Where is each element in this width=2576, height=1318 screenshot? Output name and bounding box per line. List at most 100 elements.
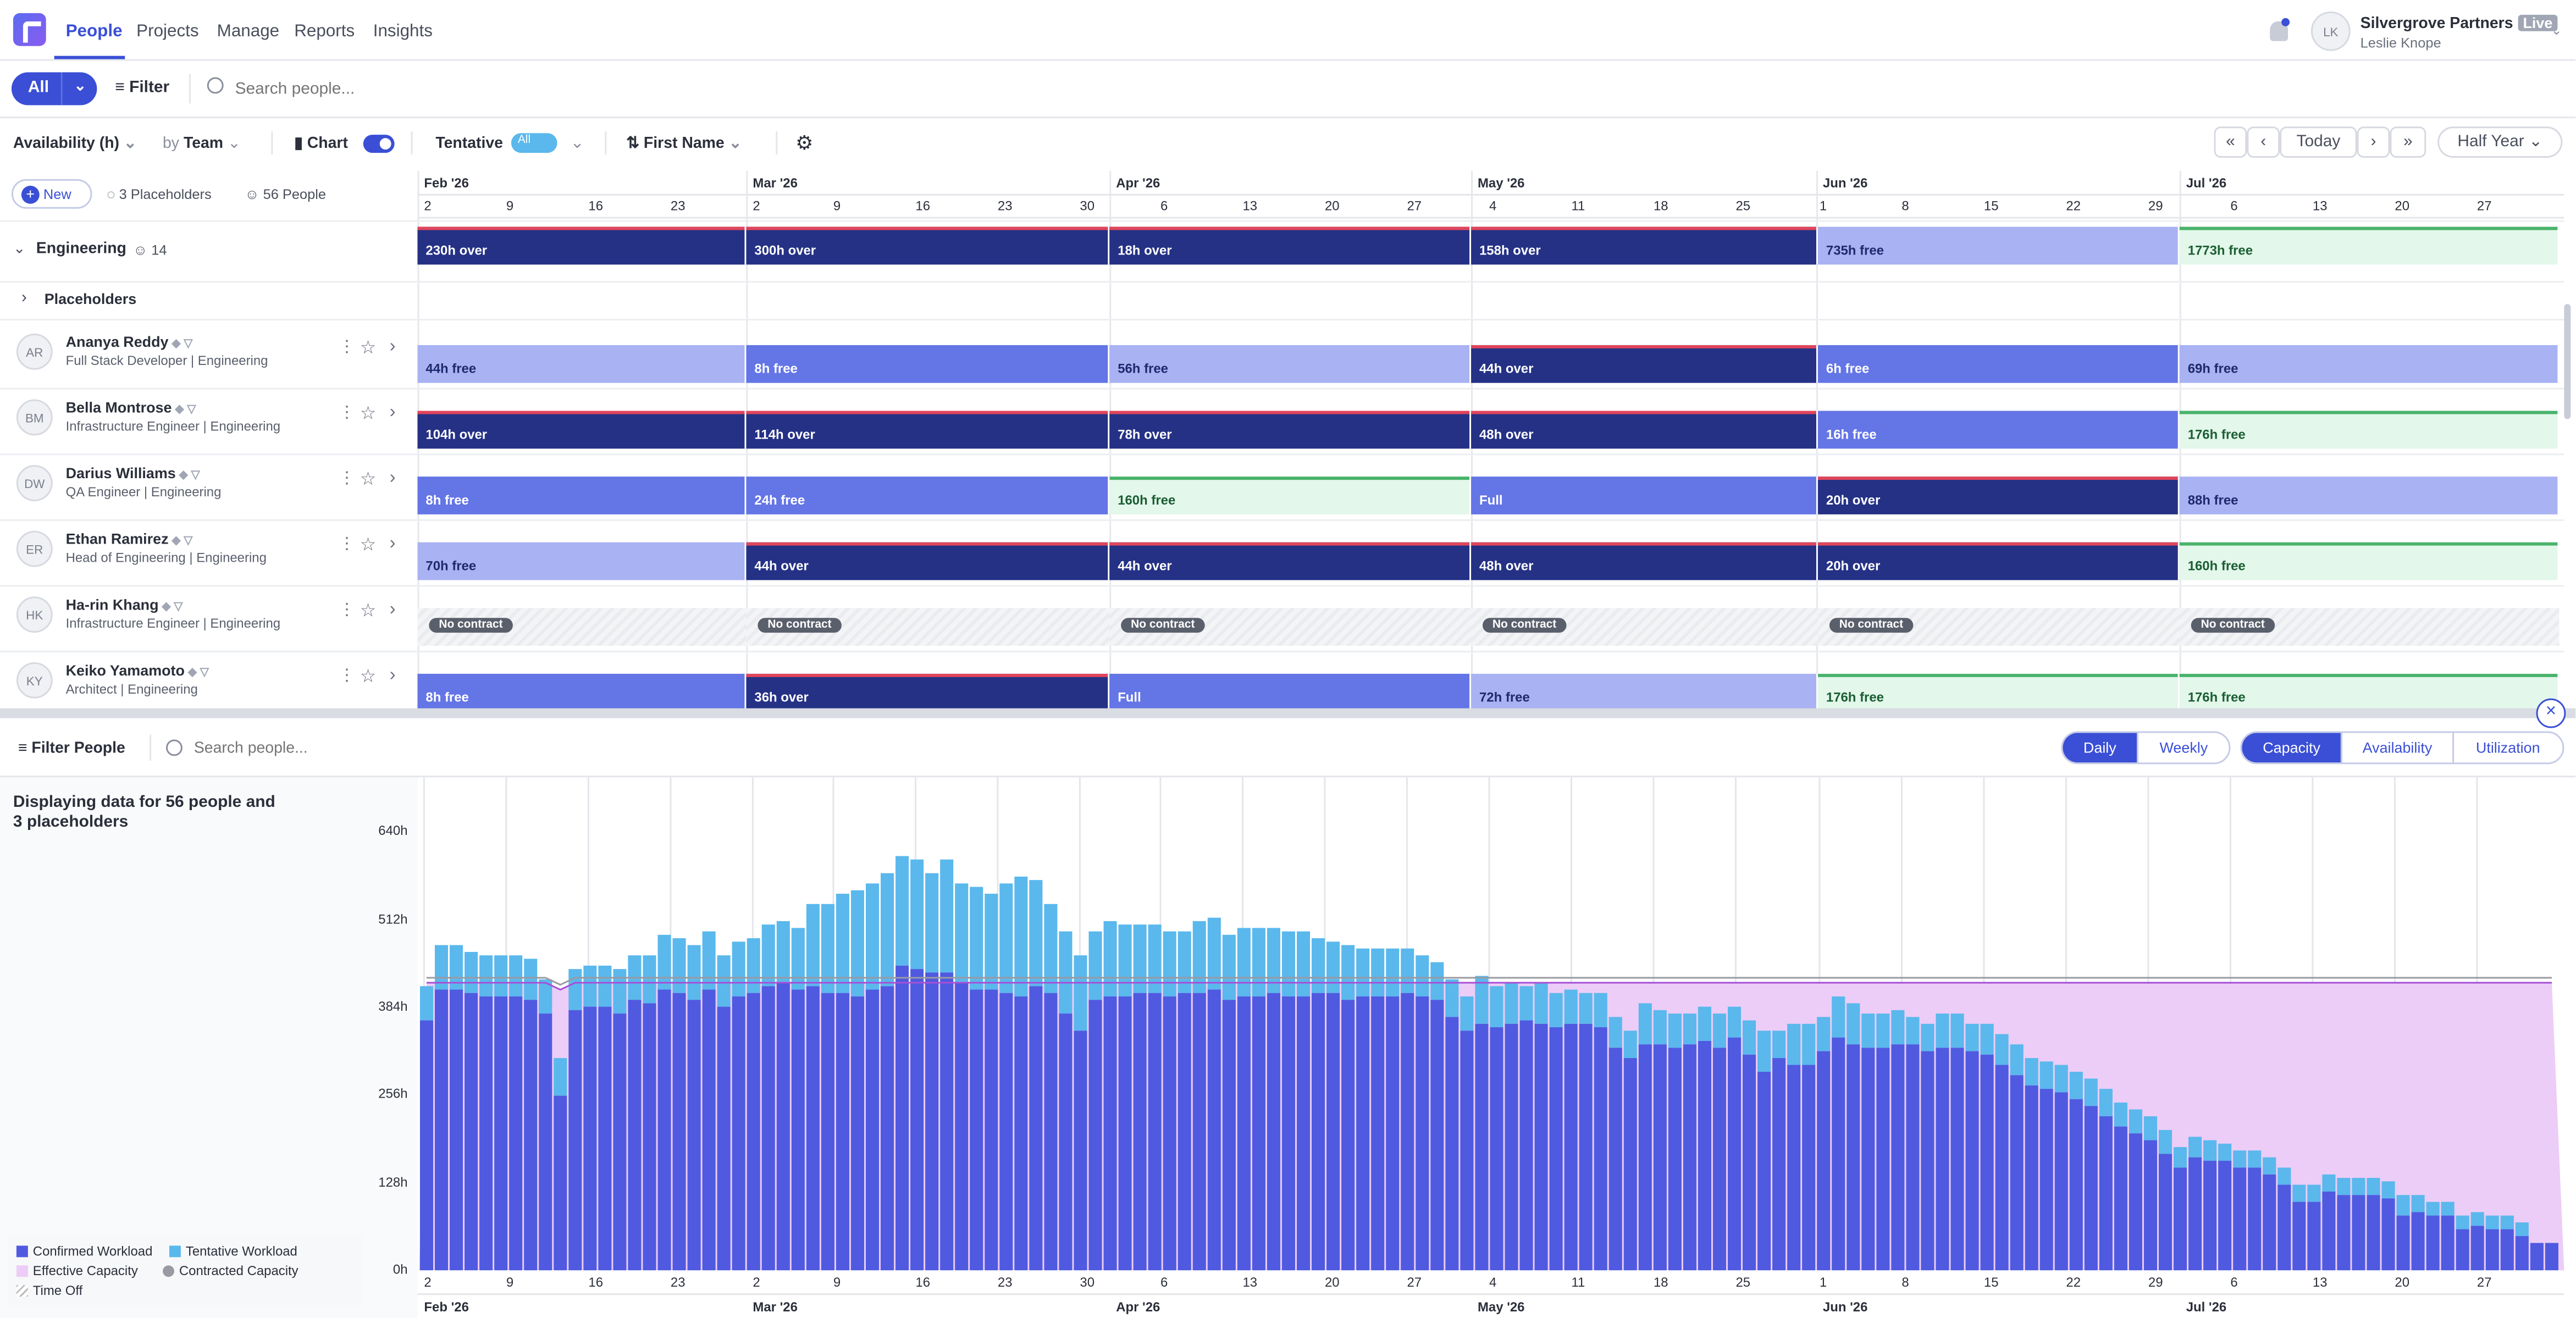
utilization-button[interactable]: Utilization [2475, 739, 2540, 756]
expand-chevron-icon[interactable]: › [389, 665, 396, 685]
availability-segment[interactable]: 72h free [1471, 673, 1818, 712]
capacity-button[interactable]: Capacity [2242, 733, 2343, 763]
close-chart-icon[interactable]: × [2536, 698, 2566, 728]
availability-segment[interactable]: 176h free [1817, 673, 2180, 712]
availability-segment[interactable]: 16h free [1817, 411, 2180, 449]
star-icon[interactable]: ☆ [360, 470, 377, 490]
panel-splitter[interactable] [0, 708, 2576, 718]
availability-segment[interactable]: 24h free [746, 477, 1110, 514]
availability-segment[interactable]: 8h free [417, 673, 747, 712]
people-search-input[interactable] [235, 74, 893, 104]
jump-forward-button[interactable]: » [2390, 126, 2426, 158]
availability-segment[interactable]: 8h free [417, 477, 747, 514]
previous-button[interactable]: ‹ [2247, 126, 2280, 158]
company-name[interactable]: Silvergrove Partners Live [2361, 14, 2558, 33]
availability-segment[interactable]: 300h over [746, 226, 1110, 265]
notification-bell-icon[interactable] [2270, 18, 2290, 41]
metric-dropdown[interactable]: Availability (h) ⌄ [13, 135, 137, 153]
star-icon[interactable]: ☆ [360, 404, 377, 424]
all-dropdown-button[interactable]: All ⌄ [11, 72, 97, 106]
availability-segment[interactable]: 6h free [1817, 345, 2180, 383]
more-options-icon[interactable]: ⋮ [338, 667, 355, 685]
expand-chevron-icon[interactable]: › [389, 600, 396, 620]
chart-toggle[interactable] [363, 135, 395, 153]
jump-back-button[interactable]: « [2214, 126, 2247, 158]
person-name[interactable]: Ananya Reddy ◆ ▽ [66, 334, 193, 350]
person-name[interactable]: Bella Montrose ◆ ▽ [66, 400, 196, 416]
availability-segment[interactable]: 70h free [417, 542, 747, 580]
availability-segment[interactable]: 1773h free [2179, 226, 2560, 265]
availability-segment[interactable]: 36h over [746, 673, 1110, 712]
people-count[interactable]: ☺ 56 People [245, 186, 327, 202]
availability-segment[interactable]: 18h over [1109, 226, 1472, 265]
tentative-toggle[interactable]: All [511, 133, 557, 153]
availability-segment[interactable]: 104h over [417, 411, 747, 449]
app-logo-icon[interactable] [13, 13, 46, 46]
filter-button[interactable]: ≡ Filter [115, 79, 169, 97]
availability-segment[interactable]: 44h over [1109, 542, 1472, 580]
next-button[interactable]: › [2357, 126, 2390, 158]
person-avatar[interactable]: AR [16, 333, 53, 370]
person-name[interactable]: Ethan Ramirez ◆ ▽ [66, 531, 193, 547]
placeholders-row-label[interactable]: Placeholders [44, 291, 137, 308]
weekly-button[interactable]: Weekly [2159, 739, 2208, 756]
no-contract-segment[interactable]: No contract [1109, 608, 1472, 646]
availability-segment[interactable]: 114h over [746, 411, 1110, 449]
availability-segment[interactable]: 20h over [1817, 542, 2180, 580]
group-name[interactable]: Engineering [36, 240, 126, 258]
no-contract-segment[interactable]: No contract [417, 608, 747, 646]
availability-segment[interactable]: 44h over [746, 542, 1110, 580]
more-options-icon[interactable]: ⋮ [338, 404, 355, 423]
availability-segment[interactable]: 160h free [1109, 477, 1472, 514]
placeholders-count[interactable]: ◌ 3 Placeholders [107, 186, 211, 202]
group-by-dropdown[interactable]: by Team ⌄ [163, 135, 241, 153]
availability-segment[interactable]: 160h free [2179, 542, 2560, 580]
filter-people-button[interactable]: ≡ Filter People [18, 740, 125, 758]
range-dropdown[interactable]: Half Year ⌄ [2437, 126, 2563, 158]
nav-reports[interactable]: Reports [294, 21, 355, 41]
daily-button[interactable]: Daily [2063, 733, 2139, 763]
new-button[interactable]: + New [11, 179, 92, 209]
availability-segment[interactable]: 44h free [417, 345, 747, 383]
nav-people[interactable]: People [65, 21, 123, 41]
placeholders-expand-chevron-icon[interactable]: › [21, 289, 27, 308]
availability-segment[interactable]: 48h over [1471, 411, 1818, 449]
no-contract-segment[interactable]: No contract [2179, 608, 2560, 646]
nav-projects[interactable]: Projects [136, 21, 199, 41]
person-avatar[interactable]: DW [16, 465, 53, 501]
no-contract-segment[interactable]: No contract [1471, 608, 1818, 646]
person-name[interactable]: Keiko Yamamoto ◆ ▽ [66, 662, 209, 679]
more-options-icon[interactable]: ⋮ [338, 601, 355, 620]
rows-scrollbar[interactable] [2564, 304, 2571, 419]
availability-segment[interactable]: 176h free [2179, 411, 2560, 449]
more-options-icon[interactable]: ⋮ [338, 470, 355, 489]
availability-segment[interactable]: 69h free [2179, 345, 2560, 383]
no-contract-segment[interactable]: No contract [1817, 608, 2180, 646]
star-icon[interactable]: ☆ [360, 338, 377, 358]
availability-segment[interactable]: 88h free [2179, 477, 2560, 514]
availability-segment[interactable]: Full [1471, 477, 1818, 514]
availability-segment[interactable]: 20h over [1817, 477, 2180, 514]
availability-segment[interactable]: 44h over [1471, 345, 1818, 383]
more-options-icon[interactable]: ⋮ [338, 535, 355, 554]
availability-segment[interactable]: 230h over [417, 226, 747, 265]
availability-segment[interactable]: 8h free [746, 345, 1110, 383]
expand-chevron-icon[interactable]: › [389, 402, 396, 423]
star-icon[interactable]: ☆ [360, 601, 377, 622]
user-avatar[interactable]: LK [2310, 11, 2351, 51]
sort-dropdown[interactable]: ⇅ First Name ⌄ [626, 135, 742, 153]
tentative-chevron-icon[interactable]: ⌄ [570, 135, 584, 153]
more-options-icon[interactable]: ⋮ [338, 338, 355, 357]
person-avatar[interactable]: BM [16, 399, 53, 436]
chart-people-search-input[interactable] [194, 734, 687, 763]
expand-chevron-icon[interactable]: › [389, 534, 396, 554]
availability-segment[interactable]: 176h free [2179, 673, 2560, 712]
person-name[interactable]: Darius Williams ◆ ▽ [66, 465, 200, 481]
person-avatar[interactable]: HK [16, 596, 53, 633]
availability-segment[interactable]: 158h over [1471, 226, 1818, 265]
availability-segment[interactable]: Full [1109, 673, 1472, 712]
today-button[interactable]: Today [2280, 126, 2357, 158]
nav-insights[interactable]: Insights [373, 21, 433, 41]
star-icon[interactable]: ☆ [360, 667, 377, 687]
expand-chevron-icon[interactable]: › [389, 468, 396, 489]
